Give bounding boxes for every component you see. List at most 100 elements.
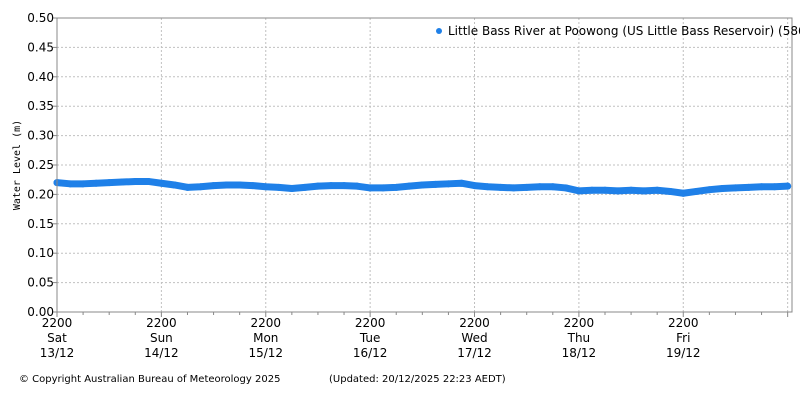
y-tick-label: 0.00 (27, 305, 54, 319)
x-tick-time: 2200 (564, 316, 595, 330)
data-point (66, 180, 74, 188)
data-point (444, 180, 452, 188)
data-point (249, 182, 257, 190)
data-point (758, 183, 766, 191)
x-tick-date: 19/12 (666, 346, 701, 360)
x-tick-date: 18/12 (562, 346, 597, 360)
x-tick-day: Sat (47, 331, 67, 345)
data-point (484, 183, 492, 191)
plot-border (56, 17, 793, 313)
data-point (288, 185, 296, 193)
data-point (418, 181, 426, 189)
data-point (327, 182, 335, 190)
x-tick-date: 14/12 (144, 346, 179, 360)
legend: Little Bass River at Poowong (US Little … (436, 24, 800, 38)
x-tick-day: Tue (359, 331, 381, 345)
grid (57, 18, 792, 312)
y-tick-label: 0.35 (27, 99, 54, 113)
data-point (536, 183, 544, 191)
data-point (771, 183, 779, 191)
y-tick-label: 0.20 (27, 187, 54, 201)
y-axis-ticks: 0.00 0.05 0.10 0.15 0.20 0.25 0.30 0.35 0.40 0.45… (27, 11, 57, 319)
y-tick-label: 0.25 (27, 158, 54, 172)
x-tick-time: 2200 (668, 316, 699, 330)
data-point (731, 184, 739, 192)
x-tick-day: Mon (253, 331, 278, 345)
data-point (379, 184, 387, 192)
x-tick-time: 2200 (146, 316, 177, 330)
data-point (275, 183, 283, 191)
data-point (549, 183, 557, 191)
x-axis-ticks: 2200Sat13/122200Sun14/122200Mon15/122200… (40, 312, 789, 360)
data-point (105, 179, 113, 187)
data-point (705, 186, 713, 194)
data-point (236, 181, 244, 189)
data-point (210, 182, 218, 190)
data-point (718, 185, 726, 193)
data-series (53, 177, 792, 197)
data-point (262, 183, 270, 191)
y-axis-label: Water Level (m) (12, 120, 23, 210)
y-tick-label: 0.50 (27, 11, 54, 25)
x-tick-date: 13/12 (40, 346, 75, 360)
x-tick-time: 2200 (42, 316, 73, 330)
x-tick-day: Thu (567, 331, 591, 345)
data-point (457, 179, 465, 187)
data-point (301, 183, 309, 191)
data-point (170, 181, 178, 189)
x-tick-time: 2200 (459, 316, 490, 330)
data-point (223, 181, 231, 189)
copyright-text: © Copyright Australian Bureau of Meteoro… (19, 374, 281, 385)
data-point (314, 182, 322, 190)
data-point (392, 183, 400, 191)
data-point (144, 177, 152, 185)
data-point (471, 182, 479, 190)
x-tick-time: 2200 (355, 316, 386, 330)
data-point (157, 179, 165, 187)
data-point (784, 182, 792, 190)
data-point (745, 183, 753, 191)
y-tick-label: 0.10 (27, 246, 54, 260)
data-point (92, 179, 100, 187)
y-tick-label: 0.05 (27, 276, 54, 290)
data-point (353, 182, 361, 190)
x-tick-day: Sun (150, 331, 173, 345)
data-point (366, 184, 374, 192)
data-point (510, 184, 518, 192)
data-point (197, 183, 205, 191)
data-point (653, 186, 661, 194)
data-point (79, 180, 87, 188)
y-tick-label: 0.40 (27, 70, 54, 84)
data-point (340, 182, 348, 190)
x-tick-date: 16/12 (353, 346, 388, 360)
data-point (183, 183, 191, 191)
data-point (614, 187, 622, 195)
data-point (588, 186, 596, 194)
data-point (640, 187, 648, 195)
data-point (497, 183, 505, 191)
data-point (601, 186, 609, 194)
y-tick-label: 0.45 (27, 40, 54, 54)
x-tick-day: Wed (461, 331, 487, 345)
x-tick-date: 17/12 (457, 346, 492, 360)
data-point (131, 177, 139, 185)
data-point (431, 180, 439, 188)
y-tick-label: 0.15 (27, 217, 54, 231)
x-tick-time: 2200 (250, 316, 281, 330)
data-point (405, 182, 413, 190)
x-tick-day: Fri (676, 331, 690, 345)
x-tick-date: 15/12 (248, 346, 283, 360)
data-point (575, 187, 583, 195)
data-point (562, 184, 570, 192)
legend-label: Little Bass River at Poowong (US Little … (448, 24, 800, 38)
updated-text: (Updated: 20/12/2025 22:23 AEDT) (329, 374, 506, 385)
y-tick-label: 0.30 (27, 129, 54, 143)
data-point (523, 183, 531, 191)
data-point (627, 186, 635, 194)
data-point (118, 178, 126, 186)
data-point (666, 187, 674, 195)
legend-marker (436, 28, 442, 34)
data-point (679, 189, 687, 197)
data-point (692, 187, 700, 195)
